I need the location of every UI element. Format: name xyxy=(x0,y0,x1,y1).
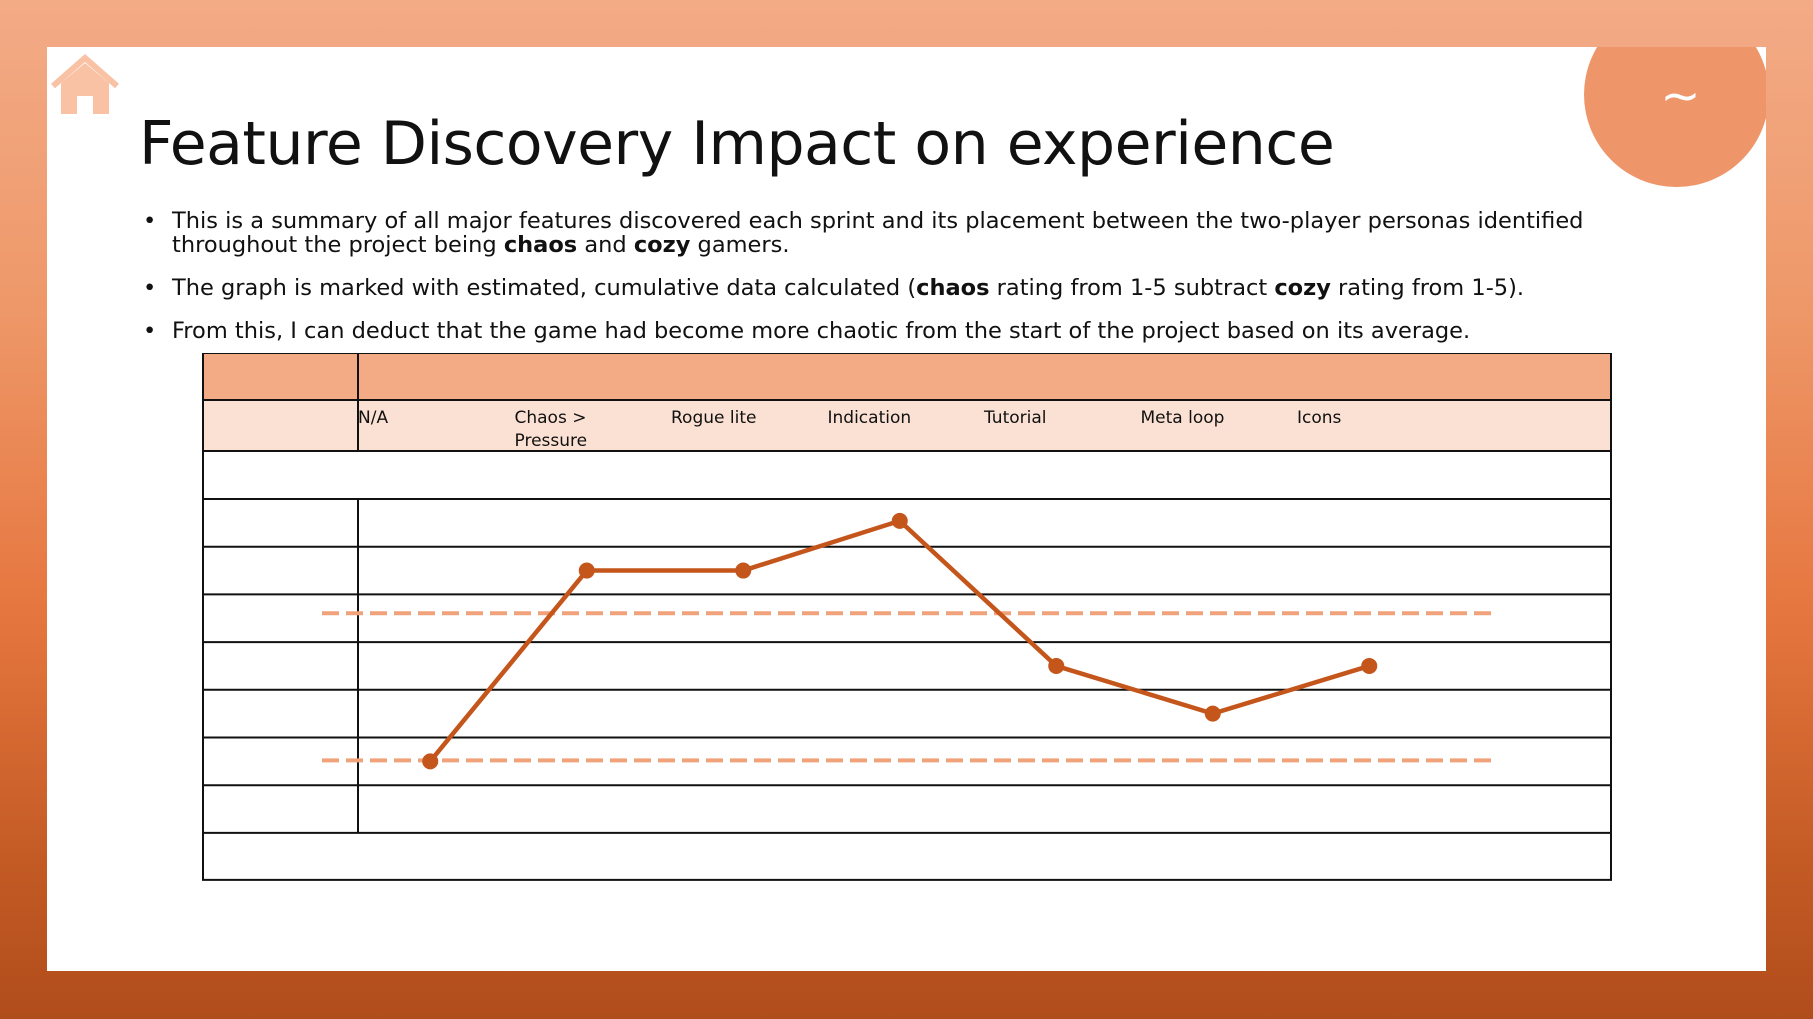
sprint-chaos-chart: N/A Chaos > Pressure Rogue lite Indication Tu… xyxy=(202,353,1612,953)
cozy-band-label xyxy=(202,833,1612,880)
data-point xyxy=(578,562,595,579)
data-point xyxy=(735,562,752,579)
y-axis-tick-label xyxy=(202,785,358,833)
feature-cell: Chaos > Pressure xyxy=(515,407,672,451)
feature-text: Pressure xyxy=(514,431,588,451)
header-row-fill xyxy=(202,353,1612,400)
bullet-item: This is a summary of all major features … xyxy=(139,209,1619,257)
feature-cell: Indication xyxy=(828,407,985,451)
reference-line-label xyxy=(1522,740,1642,780)
bullet-bold-text: cozy xyxy=(633,232,691,258)
data-point xyxy=(891,512,908,529)
reference-line-label xyxy=(1522,593,1642,633)
bullet-text: and xyxy=(577,232,634,258)
bullet-text: The graph is marked with estimated, cumu… xyxy=(172,275,917,301)
feature-text: N/A xyxy=(358,408,389,428)
bullet-list: This is a summary of all major features … xyxy=(139,209,1619,362)
chaos-band-label xyxy=(202,451,1612,499)
feature-header-label xyxy=(202,400,358,451)
decorative-circle-badge: ~ xyxy=(1584,47,1766,187)
bullet-text: rating from 1-5 subtract xyxy=(989,275,1275,301)
bullet-item: The graph is marked with estimated, cumu… xyxy=(139,276,1619,300)
sprint-column-header xyxy=(1141,353,1298,400)
bullet-text: rating from 1-5). xyxy=(1330,275,1525,301)
sprint-column-header xyxy=(984,353,1141,400)
feature-text: Indication xyxy=(827,408,912,428)
y-axis-tick-label xyxy=(202,690,358,738)
feature-text: Tutorial xyxy=(984,408,1047,428)
feature-text: Meta loop xyxy=(1140,408,1225,428)
sprint-column-header xyxy=(1297,353,1454,400)
sprint-column-header xyxy=(671,353,828,400)
feature-cell: N/A xyxy=(358,407,515,451)
slide: ~ Feature Discovery Impact on experience… xyxy=(47,47,1766,971)
bullet-item: From this, I can deduct that the game ha… xyxy=(139,319,1619,343)
sprint-column-header xyxy=(358,353,515,400)
bullet-bold-text: chaos xyxy=(503,232,578,258)
feature-cell: Rogue lite xyxy=(671,407,828,451)
feature-text: Chaos > xyxy=(514,408,587,428)
bullet-bold-text: chaos xyxy=(916,275,990,301)
y-axis-tick-label xyxy=(202,642,358,690)
bullet-text: This is a summary of all major features … xyxy=(172,208,1584,258)
tilde-symbol: ~ xyxy=(1660,67,1701,124)
data-point xyxy=(1204,705,1221,722)
y-axis-tick-label xyxy=(202,738,358,786)
data-point xyxy=(1361,657,1378,674)
home-icon[interactable] xyxy=(49,52,121,116)
sprint-header-label xyxy=(202,353,358,400)
series-line xyxy=(428,518,1370,763)
feature-text: Rogue lite xyxy=(671,408,757,428)
bullet-bold-text: cozy xyxy=(1274,275,1331,301)
feature-cell: Icons xyxy=(1297,407,1454,451)
y-axis-tick-label xyxy=(202,594,358,642)
bullet-text: From this, I can deduct that the game ha… xyxy=(172,318,1471,344)
slide-title: Feature Discovery Impact on experience xyxy=(139,109,1335,179)
sprint-column-header xyxy=(515,353,672,400)
chart-svg xyxy=(202,353,1612,881)
sprint-column-header xyxy=(828,353,985,400)
data-point xyxy=(1048,657,1065,674)
feature-row-fill xyxy=(202,400,1612,451)
feature-cell: Tutorial xyxy=(984,407,1141,451)
y-axis-tick-label xyxy=(202,547,358,595)
feature-cell: Meta loop xyxy=(1141,407,1298,451)
feature-text: Icons xyxy=(1297,408,1342,428)
data-point xyxy=(422,753,439,770)
y-axis-tick-label xyxy=(202,499,358,547)
bullet-text: gamers. xyxy=(690,232,790,258)
